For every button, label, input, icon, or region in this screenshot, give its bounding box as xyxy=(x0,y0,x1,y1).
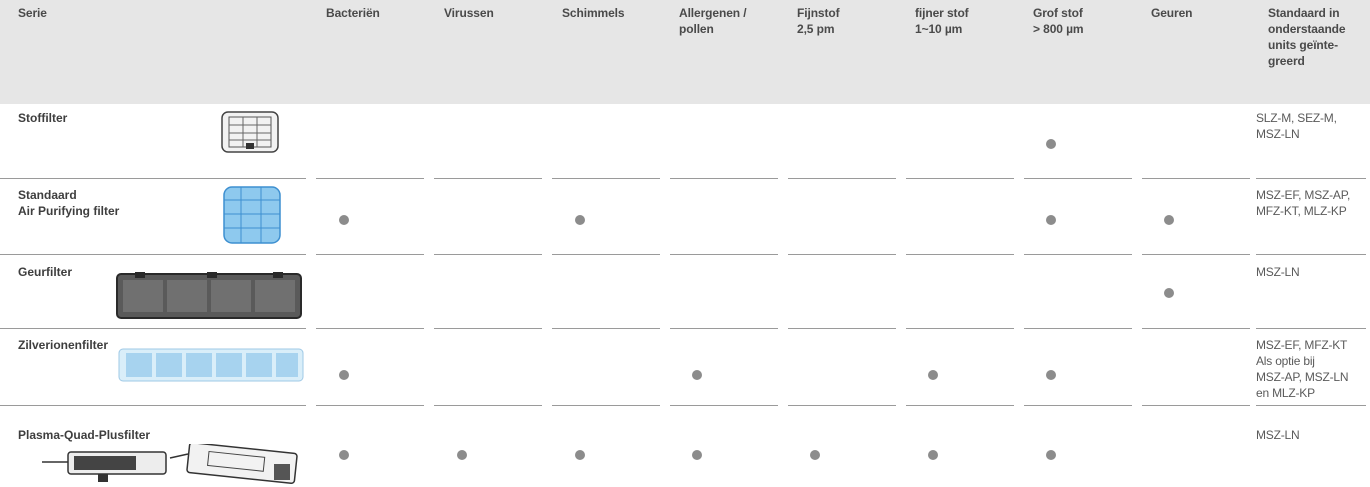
silver-ion-filter-icon xyxy=(118,348,304,382)
row-divider xyxy=(788,405,896,406)
header-schimmels: Schimmels xyxy=(562,6,625,20)
check-dot-icon xyxy=(928,370,938,380)
row-divider xyxy=(670,178,778,179)
air-purifying-filter-icon xyxy=(223,186,281,244)
check-dot-icon xyxy=(575,215,585,225)
row-units-plasma-quad: MSZ-LN xyxy=(1256,428,1300,442)
check-dot-icon xyxy=(928,450,938,460)
row-label-plasma-quad: Plasma-Quad-Plusfilter xyxy=(18,428,151,442)
row-units-zilverionen: MSZ-EF, MFZ-KT Als optie bij MSZ-AP, MSZ… xyxy=(1256,338,1349,400)
check-dot-icon xyxy=(1046,370,1056,380)
row-divider xyxy=(1024,178,1132,179)
row-label-air-purifying: Standaard Air Purifying filter xyxy=(18,188,120,218)
check-dot-icon xyxy=(457,450,467,460)
row-divider xyxy=(434,405,542,406)
odor-filter-icon xyxy=(116,272,302,319)
check-dot-icon xyxy=(339,215,349,225)
row-divider xyxy=(1142,405,1250,406)
row-units-geurfilter: MSZ-LN xyxy=(1256,265,1300,279)
header-allergenen: Allergenen / pollen xyxy=(679,6,747,36)
row-label-stoffilter: Stoffilter xyxy=(18,111,68,125)
check-dot-icon xyxy=(1164,288,1174,298)
check-dot-icon xyxy=(339,450,349,460)
check-dot-icon xyxy=(692,450,702,460)
row-divider xyxy=(1256,178,1366,179)
row-divider xyxy=(906,328,1014,329)
header-units: Standaard in onderstaande units geïnte- … xyxy=(1268,6,1346,68)
table-header-row xyxy=(0,0,1370,104)
row-divider xyxy=(670,254,778,255)
check-dot-icon xyxy=(1046,215,1056,225)
row-divider xyxy=(316,328,424,329)
header-fijner-stof: fijner stof 1~10 µm xyxy=(915,6,969,36)
row-divider xyxy=(552,178,660,179)
check-dot-icon xyxy=(1046,450,1056,460)
row-divider xyxy=(1142,178,1250,179)
row-divider xyxy=(434,254,542,255)
row-divider xyxy=(552,254,660,255)
row-divider xyxy=(788,328,896,329)
row-divider xyxy=(552,328,660,329)
row-divider xyxy=(0,405,306,406)
row-units-stoffilter: SLZ-M, SEZ-M, MSZ-LN xyxy=(1256,111,1337,141)
row-label-geurfilter: Geurfilter xyxy=(18,265,73,279)
row-units-air-purifying: MSZ-EF, MSZ-AP, MFZ-KT, MLZ-KP xyxy=(1256,188,1351,218)
check-dot-icon xyxy=(810,450,820,460)
row-label-zilverionen: Zilverionenfilter xyxy=(18,338,109,352)
row-divider xyxy=(434,328,542,329)
row-divider xyxy=(316,178,424,179)
check-dot-icon xyxy=(1046,139,1056,149)
check-dot-icon xyxy=(339,370,349,380)
header-grof-stof: Grof stof > 800 µm xyxy=(1033,6,1084,36)
check-dot-icon xyxy=(692,370,702,380)
header-bacterien: Bacteriën xyxy=(326,6,380,20)
header-geuren: Geuren xyxy=(1151,6,1193,20)
row-divider xyxy=(316,405,424,406)
row-divider xyxy=(434,178,542,179)
row-divider xyxy=(906,254,1014,255)
row-divider xyxy=(906,405,1014,406)
row-divider xyxy=(670,328,778,329)
row-divider xyxy=(316,254,424,255)
check-dot-icon xyxy=(575,450,585,460)
plasma-quad-plus-filter-icon xyxy=(42,444,298,485)
row-divider xyxy=(1024,405,1132,406)
fabric-filter-icon xyxy=(221,111,279,153)
row-divider xyxy=(0,178,306,179)
row-divider xyxy=(1024,328,1132,329)
row-divider xyxy=(670,405,778,406)
row-divider xyxy=(788,178,896,179)
row-divider xyxy=(1256,405,1366,406)
row-divider xyxy=(0,254,306,255)
row-divider xyxy=(1142,254,1250,255)
header-fijnstof: Fijnstof 2,5 pm xyxy=(797,6,840,36)
row-divider xyxy=(788,254,896,255)
row-divider xyxy=(0,328,306,329)
row-divider xyxy=(1142,328,1250,329)
row-divider xyxy=(1256,254,1366,255)
row-divider xyxy=(1024,254,1132,255)
row-divider xyxy=(906,178,1014,179)
header-virussen: Virussen xyxy=(444,6,494,20)
header-serie: Serie xyxy=(18,6,47,20)
row-divider xyxy=(552,405,660,406)
check-dot-icon xyxy=(1164,215,1174,225)
row-divider xyxy=(1256,328,1366,329)
